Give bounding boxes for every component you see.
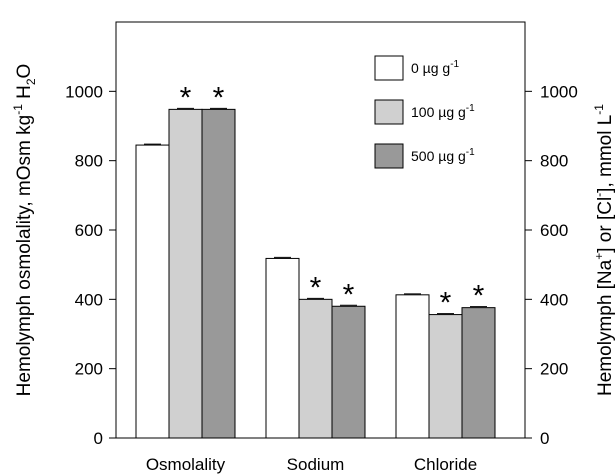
bar-chloride-2 <box>461 307 496 439</box>
bars <box>135 108 496 439</box>
legend-label: 500 µg g-1 <box>411 147 475 164</box>
legend-label-main: 100 µg g <box>411 104 466 120</box>
category-label: Osmolality <box>146 455 226 474</box>
right-axis-title-b: ] or [Cl <box>595 197 615 253</box>
right-tick-label: 200 <box>540 360 568 379</box>
legend-label-main: 500 µg g <box>411 148 466 164</box>
left-axis-title-h: H <box>14 85 35 104</box>
bar-chloride-0 <box>395 294 430 439</box>
right-y-axis: 0 200 400 600 800 1000 <box>525 82 578 448</box>
significance-star: * <box>343 278 355 311</box>
significance-star: * <box>180 81 192 114</box>
significance-star: * <box>473 280 485 313</box>
significance-star: * <box>310 271 322 304</box>
right-axis-title-sup1: + <box>592 253 606 260</box>
right-tick-label: 1000 <box>540 82 578 101</box>
left-axis-title-sub: 2 <box>24 78 38 85</box>
category-label: Sodium <box>287 455 345 474</box>
legend-label-main: 0 µg g <box>411 60 450 76</box>
left-tick-label: 0 <box>94 429 103 448</box>
left-y-axis: 0 200 400 600 800 1000 <box>65 82 116 448</box>
right-tick-label: 600 <box>540 221 568 240</box>
bar-osmolality-2 <box>201 108 236 439</box>
left-tick-label: 400 <box>75 290 103 309</box>
right-axis-title: Hemolymph [Na+] or [Cl-], mmol L-1 <box>592 104 615 396</box>
right-axis-title-sup3: -1 <box>592 104 606 115</box>
left-tick-label: 1000 <box>65 82 103 101</box>
right-axis-title-a: Hemolymph [Na <box>595 259 615 396</box>
bar-osmolality-0 <box>135 144 170 439</box>
legend-label: 100 µg g-1 <box>411 103 475 120</box>
left-tick-label: 200 <box>75 360 103 379</box>
legend-swatch-2 <box>374 143 404 169</box>
left-axis-title: Hemolymph osmolality, mOsm kg-1 H2O <box>11 64 38 397</box>
right-tick-label: 800 <box>540 152 568 171</box>
bar-sodium-1 <box>298 298 333 439</box>
category-labels: Osmolality Sodium Chloride <box>146 455 477 474</box>
significance-star: * <box>440 287 452 320</box>
bar-sodium-2 <box>331 305 366 439</box>
bar-osmolality-1 <box>168 108 203 439</box>
legend-swatch-1 <box>374 99 404 125</box>
legend-label-sup: -1 <box>466 103 475 114</box>
left-axis-title-o: O <box>14 64 35 79</box>
significance-markers: * * * * * * <box>180 81 485 319</box>
left-axis-title-sup: -1 <box>11 104 25 115</box>
legend-swatch-0 <box>374 55 404 81</box>
bar-sodium-0 <box>265 257 300 439</box>
error-bars <box>144 107 487 315</box>
significance-star: * <box>213 81 225 114</box>
right-tick-label: 0 <box>540 429 549 448</box>
legend-label-sup: -1 <box>466 147 475 158</box>
legend-label-sup: -1 <box>450 59 459 70</box>
left-axis-title-main: Hemolymph osmolality, mOsm kg <box>14 115 35 397</box>
right-tick-label: 400 <box>540 290 568 309</box>
right-axis-title-c: ], mmol L <box>595 115 615 193</box>
left-tick-label: 600 <box>75 221 103 240</box>
category-label: Chloride <box>414 455 477 474</box>
left-tick-label: 800 <box>75 152 103 171</box>
right-axis-title-sup2: - <box>592 193 606 197</box>
legend-label: 0 µg g-1 <box>411 59 460 76</box>
bar-chloride-1 <box>428 314 463 439</box>
